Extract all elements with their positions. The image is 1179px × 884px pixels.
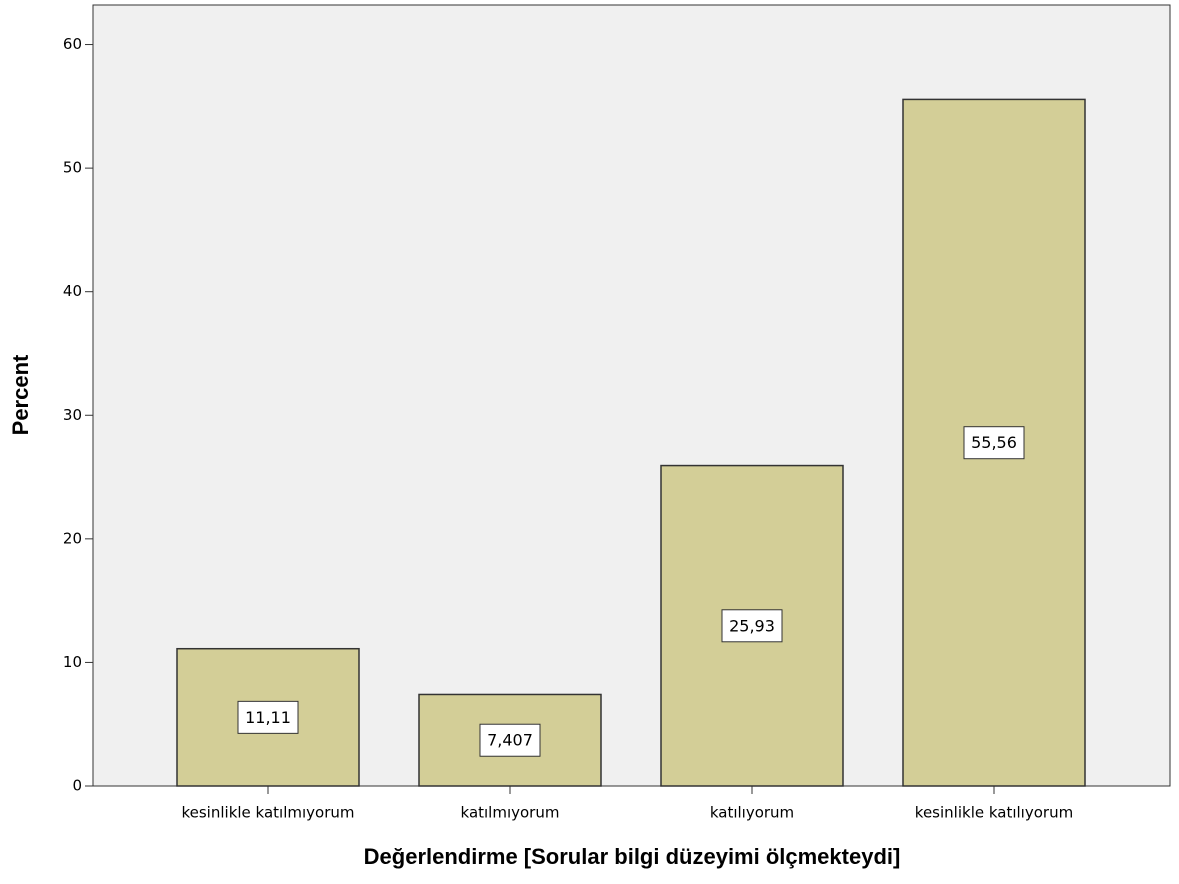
x-tick-label: kesinlikle katılıyorum	[915, 804, 1073, 822]
x-tick-label: kesinlikle katılmıyorum	[181, 804, 354, 822]
y-tick-label: 60	[63, 35, 82, 53]
y-tick-label: 50	[63, 159, 82, 177]
y-tick-label: 20	[63, 529, 82, 547]
value-label: 25,93	[729, 616, 775, 635]
x-tick-label: katılıyorum	[710, 804, 794, 822]
x-tick-label: katılmıyorum	[461, 804, 560, 822]
value-label: 7,407	[487, 731, 533, 750]
value-label: 55,56	[971, 433, 1017, 452]
value-label-box	[479, 723, 541, 757]
y-tick-label: 10	[63, 653, 82, 671]
value-label-box	[237, 700, 299, 734]
x-axis-label: Değerlendirme [Sorular bilgi düzeyimi öl…	[364, 844, 901, 869]
y-axis-label: Percent	[8, 354, 33, 435]
y-tick-label: 40	[63, 282, 82, 300]
y-tick-label: 0	[72, 777, 82, 795]
y-tick-label: 30	[63, 406, 82, 424]
value-label-box	[963, 426, 1025, 460]
value-label: 11,11	[245, 708, 291, 727]
value-label-box	[721, 609, 783, 643]
